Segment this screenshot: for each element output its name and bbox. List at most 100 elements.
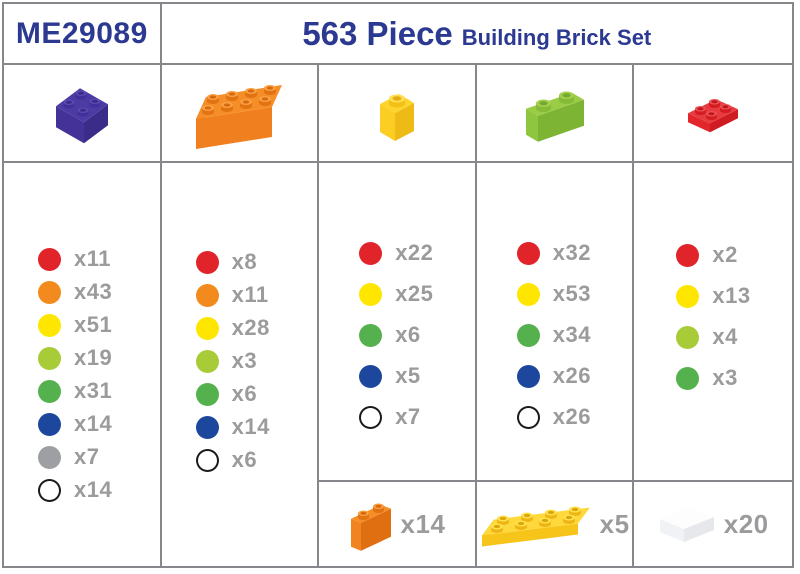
count-label: x26 — [552, 363, 592, 388]
count-row: x51 — [38, 312, 160, 338]
count-row: x7 — [359, 404, 475, 430]
count-label: x43 — [74, 279, 113, 304]
lime-dot-icon — [195, 349, 219, 373]
count-row: x32 — [516, 240, 633, 266]
count-row: x25 — [359, 281, 475, 307]
yellow-dot-icon — [38, 313, 61, 337]
brick-cell-orange-2x4 — [161, 65, 320, 163]
count-label: x19 — [74, 345, 113, 370]
count-label: x6 — [231, 381, 258, 406]
count-row: x3 — [195, 348, 318, 374]
count-label: x32 — [552, 240, 592, 265]
count-label: x22 — [395, 240, 434, 265]
counts-cell-orange-2x4: x8 x11 x28 x3 x6 x14 x6 — [161, 163, 320, 566]
count-row: x14 — [195, 414, 318, 440]
count-row: x43 — [38, 279, 160, 305]
orange-dot-icon — [195, 283, 219, 307]
count-label: x51 — [74, 312, 113, 337]
count-label: x6 — [231, 447, 258, 472]
count-label: x11 — [74, 246, 111, 271]
count-label: x31 — [74, 378, 113, 403]
count-label: x13 — [712, 283, 751, 308]
count-label: x25 — [395, 281, 434, 306]
count-row: x11 — [195, 282, 318, 308]
model-number-cell: ME29089 — [4, 4, 162, 65]
green-dot-icon — [195, 382, 219, 406]
bottom-count-label: x20 — [723, 508, 769, 539]
white-dot-icon — [195, 448, 219, 472]
green-dot-icon — [516, 323, 540, 347]
brick-cell-purple-2x2 — [4, 65, 162, 163]
count-row: x28 — [195, 315, 318, 341]
set-title-piece-count: 563 Piece — [302, 14, 453, 52]
yellow-2x4-plate-image — [481, 506, 590, 547]
count-label: x14 — [74, 477, 113, 502]
count-label: x14 — [231, 414, 270, 439]
count-label: x2 — [712, 242, 738, 267]
count-label: x7 — [395, 404, 421, 429]
yellow-dot-icon — [195, 316, 219, 340]
count-label: x11 — [231, 282, 269, 307]
red-dot-icon — [359, 241, 383, 265]
count-row: x6 — [195, 447, 318, 473]
count-label: x3 — [231, 348, 258, 373]
count-row: x3 — [676, 365, 792, 391]
set-title: 563 Piece Building Brick Set — [302, 15, 651, 53]
purple-2x2-brick-image — [55, 88, 108, 144]
white-dot-icon — [38, 478, 61, 502]
green-dot-icon — [359, 323, 383, 347]
count-row: x26 — [516, 404, 633, 430]
count-row: x8 — [195, 249, 318, 275]
blue-dot-icon — [38, 412, 61, 436]
count-row: x2 — [676, 242, 792, 268]
yellow-1x1-brick-image — [379, 94, 414, 141]
count-row: x13 — [676, 283, 792, 309]
count-label: x3 — [712, 365, 738, 390]
count-label: x8 — [231, 249, 258, 274]
count-row: x14 — [38, 477, 160, 503]
count-row: x19 — [38, 345, 160, 371]
count-label: x4 — [712, 324, 738, 349]
blue-dot-icon — [359, 364, 383, 388]
gray-dot-icon — [38, 445, 61, 469]
yellow-dot-icon — [359, 282, 383, 306]
green-1x2-brick-image — [525, 91, 584, 142]
bottom-cell-yellow-plate: x5 — [476, 482, 635, 566]
blue-dot-icon — [195, 415, 219, 439]
counts-cell-purple-2x2: x11 x43 x51 x19 x31 x14 x7 x14 — [4, 163, 162, 566]
count-row: x7 — [38, 444, 160, 470]
counts-cell-yellow-1x1: x22 x25 x6 x5 x7 — [319, 163, 477, 482]
red-2x2-plate-image — [688, 99, 739, 133]
counts-cell-red-2x2-plate: x2 x13 x4 x3 — [634, 163, 792, 482]
blue-dot-icon — [516, 364, 540, 388]
count-label: x7 — [74, 444, 100, 469]
lime-dot-icon — [676, 325, 700, 349]
bottom-cell-orange-tall-brick: x14 — [319, 482, 477, 566]
white-dot-icon — [359, 405, 383, 429]
brick-cell-green-1x2 — [476, 65, 635, 163]
set-title-cell: 563 Piece Building Brick Set — [161, 4, 792, 65]
count-row: x5 — [359, 363, 475, 389]
count-label: x34 — [552, 322, 592, 347]
orange-1x2-tall-brick-image — [350, 503, 391, 551]
brick-cell-yellow-1x1 — [319, 65, 477, 163]
count-row: x6 — [195, 381, 318, 407]
count-label: x53 — [552, 281, 592, 306]
white-dot-icon — [516, 405, 540, 429]
count-row: x22 — [359, 240, 475, 266]
count-row: x53 — [516, 281, 633, 307]
red-dot-icon — [676, 243, 700, 267]
spec-table: ME29089 563 Piece Building Brick Set x11 x… — [2, 2, 794, 568]
lime-dot-icon — [38, 346, 61, 370]
red-dot-icon — [38, 247, 61, 271]
bottom-count-label: x14 — [400, 508, 446, 539]
count-row: x31 — [38, 378, 160, 404]
counts-cell-green-1x2: x32 x53 x34 x26 x26 — [476, 163, 635, 482]
green-dot-icon — [38, 379, 61, 403]
bottom-count-label: x5 — [599, 508, 630, 539]
brick-cell-red-2x2-plate — [634, 65, 792, 163]
count-row: x6 — [359, 322, 475, 348]
count-label: x14 — [74, 411, 113, 436]
yellow-dot-icon — [676, 284, 700, 308]
yellow-dot-icon — [516, 282, 540, 306]
